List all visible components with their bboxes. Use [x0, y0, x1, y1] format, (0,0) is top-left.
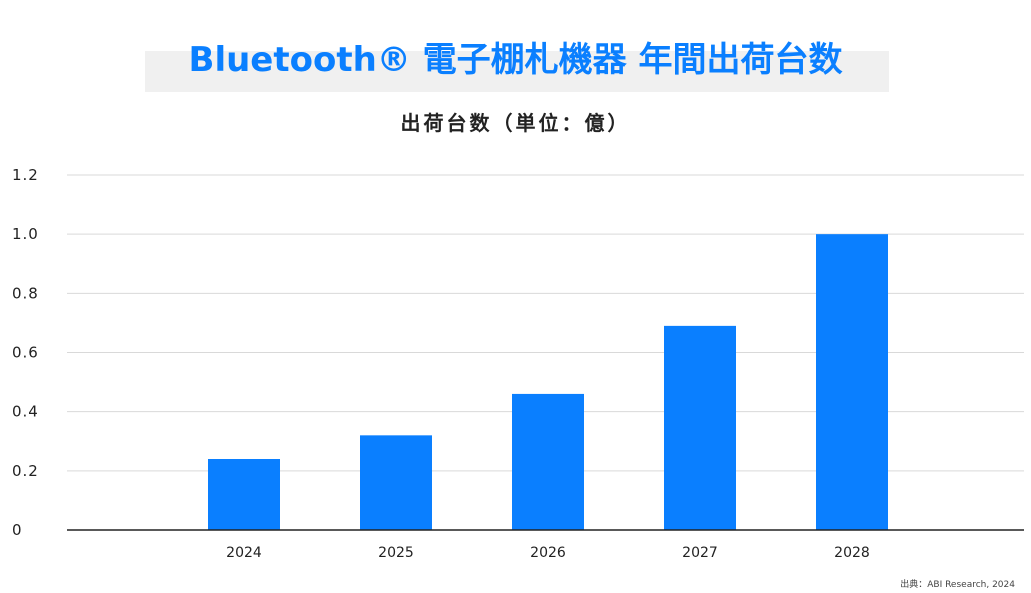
bar: [664, 325, 736, 530]
y-tick-label: 0.8: [12, 284, 39, 302]
title-band: [145, 51, 889, 92]
y-tick-label: 1.0: [12, 225, 39, 243]
x-tick-label: 2025: [378, 545, 414, 561]
source-note: 出典：ABI Research, 2024: [900, 580, 1015, 590]
x-tick-label: 2026: [530, 545, 566, 561]
chart-title: Bluetooth® 電子棚札機器 年間出荷台数: [188, 40, 843, 80]
bar: [208, 459, 280, 530]
y-tick-label: 0.4: [12, 403, 39, 421]
y-tick-label: 0: [12, 521, 23, 539]
bar: [512, 393, 584, 530]
x-tick-label: 2028: [834, 545, 870, 561]
x-tick-label: 2027: [682, 545, 718, 561]
chart-subtitle: 出荷台数（単位：億）: [400, 111, 631, 135]
bar: [816, 234, 888, 530]
y-tick-label: 0.2: [12, 462, 39, 480]
y-tick-label: 0.6: [12, 344, 39, 362]
x-tick-label: 2024: [226, 545, 262, 561]
bar: [360, 435, 432, 530]
y-tick-label: 1.2: [12, 166, 39, 184]
